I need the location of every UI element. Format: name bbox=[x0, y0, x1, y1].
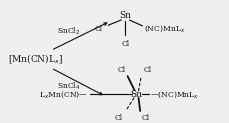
Text: L$_x$Mn(CN)—: L$_x$Mn(CN)— bbox=[38, 89, 87, 100]
Text: Cl: Cl bbox=[114, 114, 123, 122]
Text: [Mn(CN)L$_x$]: [Mn(CN)L$_x$] bbox=[8, 52, 62, 66]
Text: —(NC)MnL$_x$: —(NC)MnL$_x$ bbox=[150, 89, 199, 100]
Text: Cl: Cl bbox=[141, 114, 150, 122]
Text: SnCl$_4$: SnCl$_4$ bbox=[57, 80, 80, 92]
Text: Cl: Cl bbox=[121, 40, 129, 48]
Text: SnCl$_2$: SnCl$_2$ bbox=[57, 26, 80, 37]
Text: Cl: Cl bbox=[94, 25, 102, 33]
Text: Cl: Cl bbox=[117, 66, 125, 74]
Text: Sn: Sn bbox=[130, 90, 142, 99]
Text: Cl: Cl bbox=[143, 66, 151, 74]
Text: (NC)MnL$_x$: (NC)MnL$_x$ bbox=[143, 23, 184, 34]
Text: Sn: Sn bbox=[119, 11, 131, 20]
